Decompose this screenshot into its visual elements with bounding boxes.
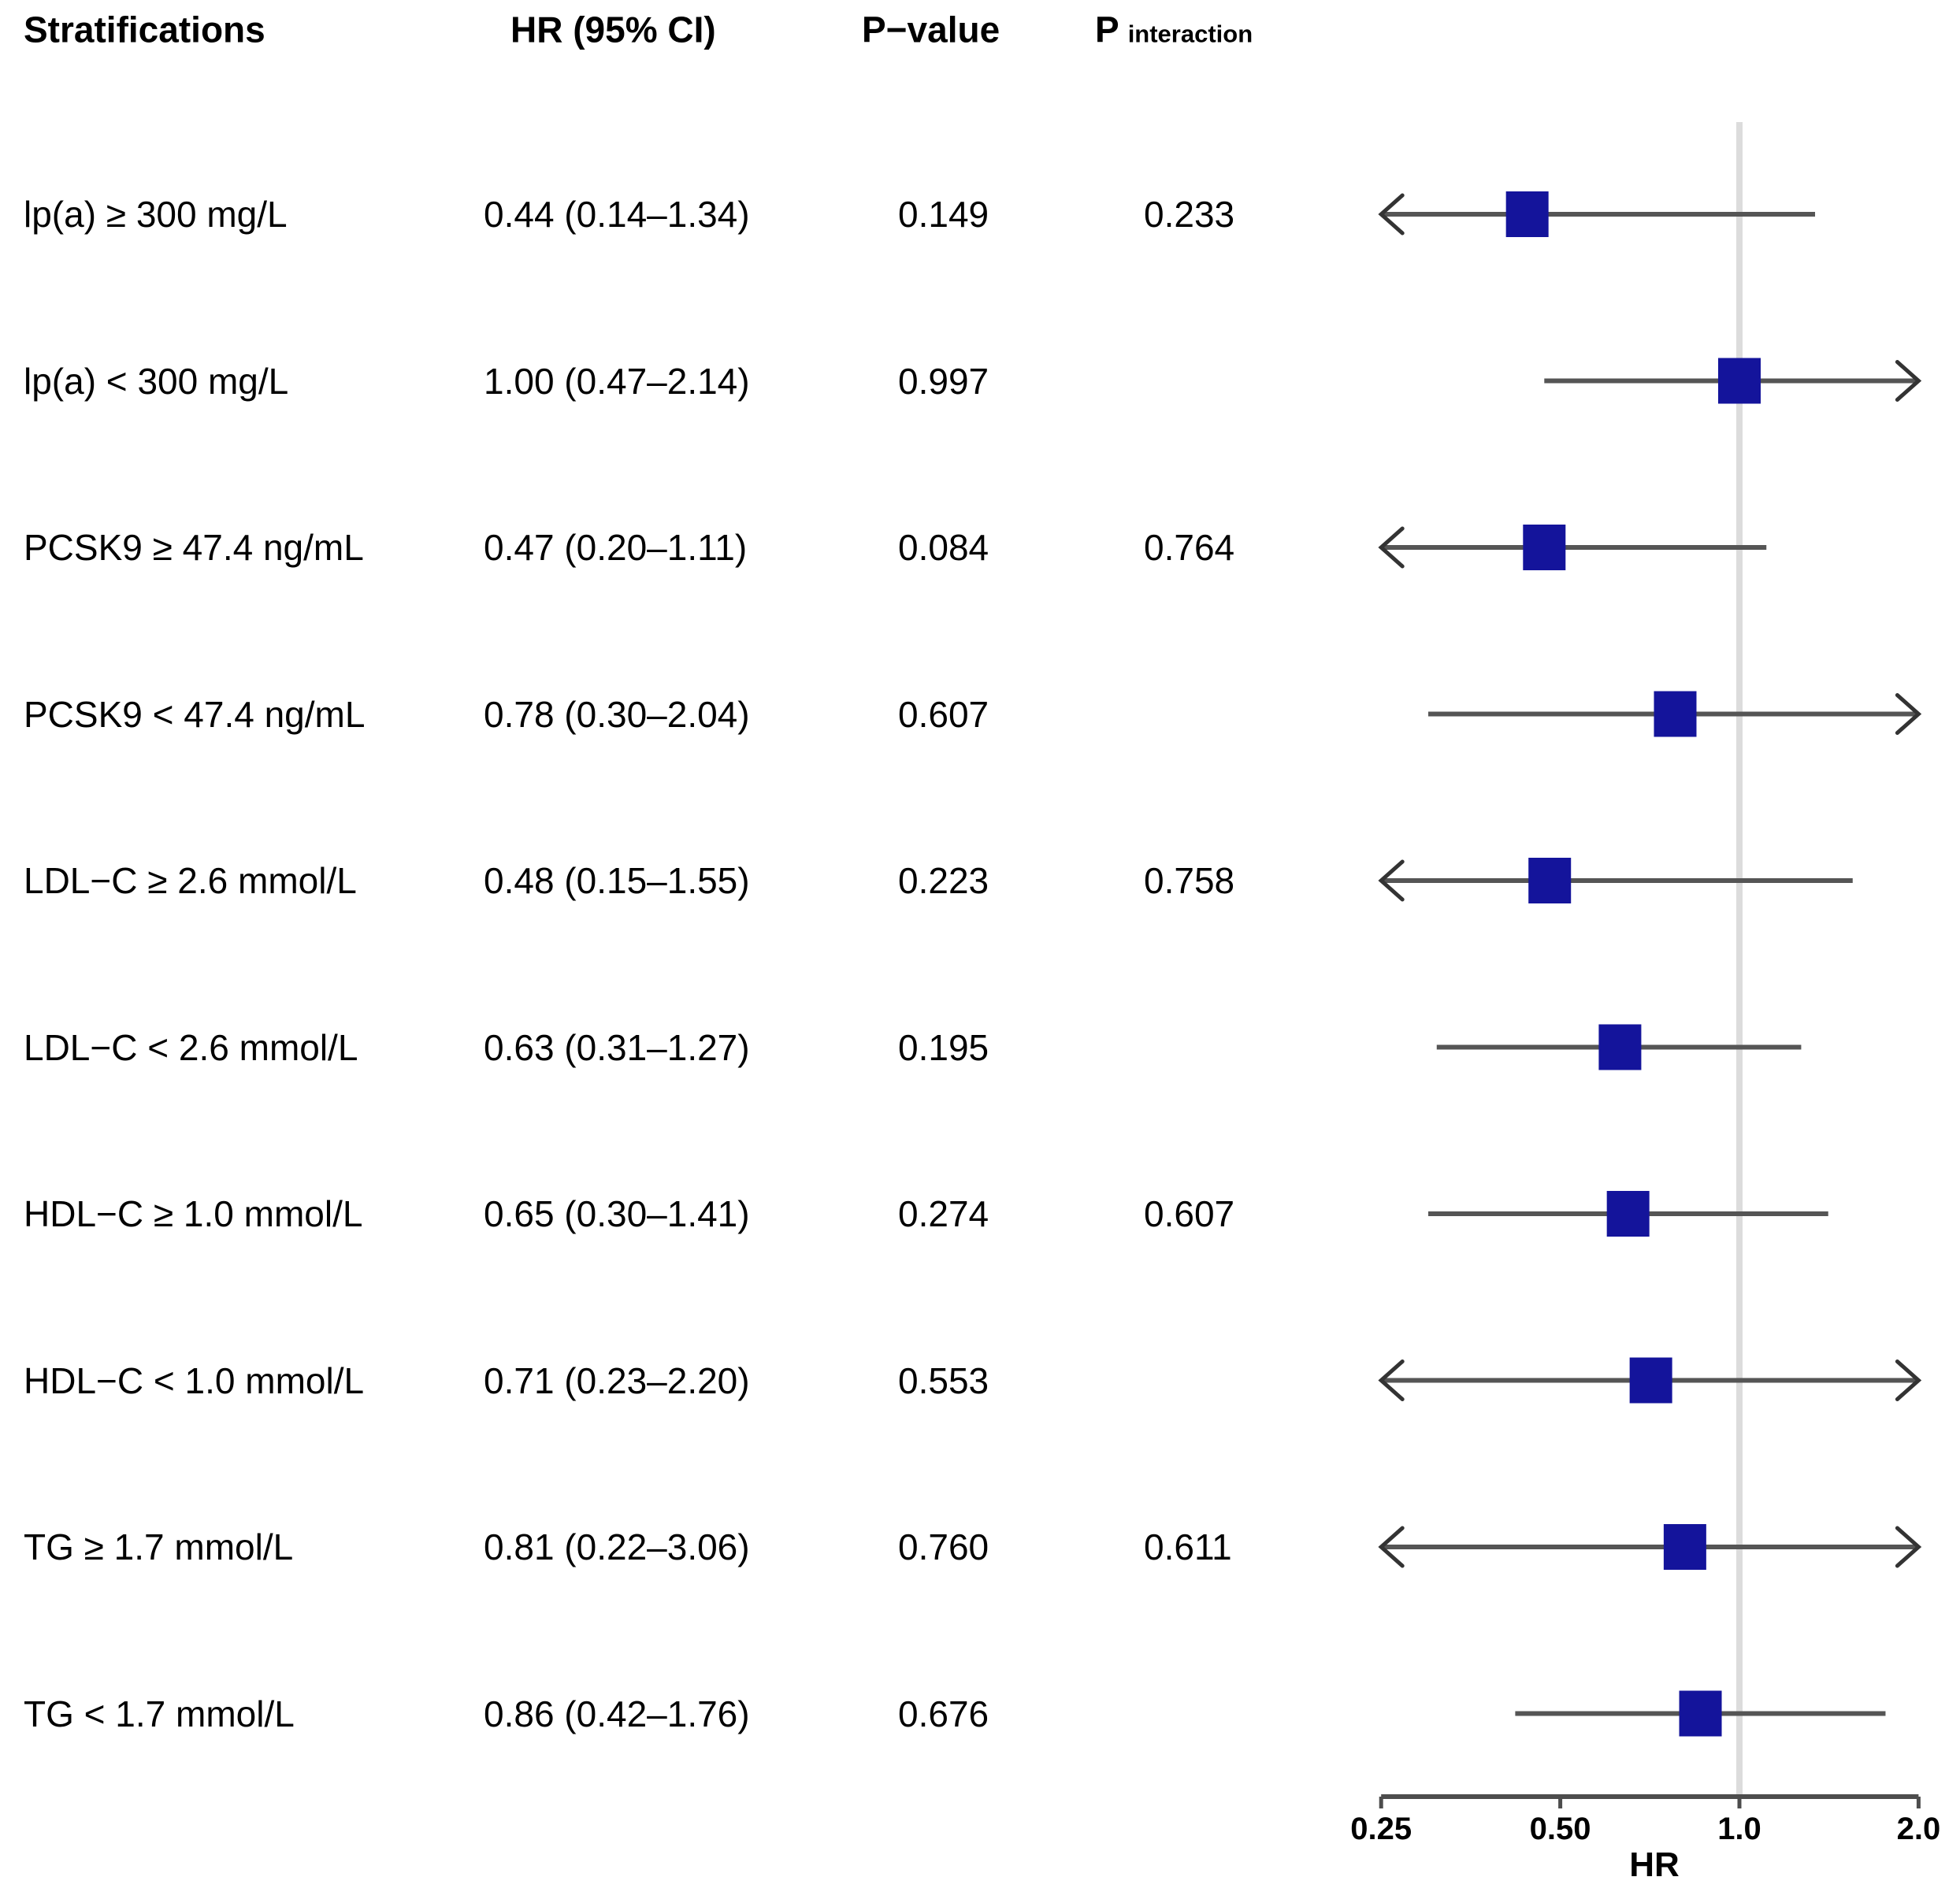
row-label: PCSK9 ≥ 47.4 ng/mL (24, 527, 364, 568)
row-p-value: 0.084 (898, 527, 989, 568)
row-hr-ci: 0.86 (0.42–1.76) (484, 1693, 750, 1734)
hr-marker (1654, 691, 1697, 737)
row-p-value: 0.274 (898, 1193, 989, 1234)
row-p-interaction: 0.607 (1144, 1193, 1235, 1234)
row-p-value: 0.997 (898, 360, 989, 402)
col-header-stratifications: Stratifications (24, 9, 265, 50)
axis-tick-label: 0.50 (1530, 1812, 1591, 1846)
ci-group (1378, 525, 1767, 570)
hr-marker (1528, 858, 1572, 903)
row-label: HDL−C ≥ 1.0 mmol/L (24, 1193, 363, 1234)
ci-group (1428, 691, 1922, 737)
hr-axis: 0.25 0.50 1.0 2.0 HR (1350, 1794, 1941, 1884)
row-label: lp(a) < 300 mg/L (24, 360, 289, 402)
ci-group (1436, 1024, 1802, 1070)
row-p-value: 0.676 (898, 1693, 989, 1734)
hr-marker (1663, 1524, 1706, 1570)
row-p-value: 0.149 (898, 194, 989, 235)
row-label: TG < 1.7 mmol/L (24, 1693, 295, 1734)
row-p-interaction: 0.758 (1144, 860, 1235, 901)
col-header-p-value: P−value (862, 9, 1000, 50)
row-p-interaction: 0.764 (1144, 527, 1235, 568)
hr-marker (1606, 1191, 1650, 1237)
row-p-value: 0.553 (898, 1359, 989, 1401)
arrow-right-icon (1895, 1359, 1922, 1401)
row-hr-ci: 0.65 (0.30–1.41) (484, 1193, 750, 1234)
row-hr-ci: 0.44 (0.14–1.34) (484, 194, 750, 235)
arrow-right-icon (1895, 360, 1922, 402)
row-p-interaction: 0.233 (1144, 194, 1235, 235)
p-interaction-sub-label: interaction (1127, 20, 1253, 48)
hr-marker (1718, 358, 1761, 404)
arrow-left-icon (1378, 1359, 1405, 1401)
ci-group (1378, 858, 1853, 903)
ci-group (1428, 1191, 1828, 1237)
row-label: TG ≥ 1.7 mmol/L (24, 1526, 294, 1567)
row-label: LDL−C < 2.6 mmol/L (24, 1026, 358, 1068)
arrow-right-icon (1895, 693, 1922, 735)
ci-group (1378, 1524, 1922, 1570)
arrow-left-icon (1378, 1526, 1405, 1568)
ci-group (1378, 1357, 1922, 1404)
axis-tick-label: 0.25 (1350, 1812, 1412, 1846)
p-interaction-main-label: P (1095, 9, 1119, 50)
row-hr-ci: 0.47 (0.20–1.11) (484, 527, 748, 568)
ci-group (1515, 1690, 1886, 1737)
hr-marker (1505, 191, 1549, 237)
axis-tick-label: 2.0 (1897, 1812, 1941, 1846)
row-hr-ci: 0.81 (0.22–3.06) (484, 1526, 750, 1567)
ci-group (1378, 191, 1816, 237)
hr-marker (1598, 1024, 1642, 1070)
hr-marker (1523, 525, 1566, 570)
arrow-left-icon (1378, 193, 1405, 236)
row-hr-ci: 1.00 (0.47–2.14) (484, 360, 750, 402)
hr-marker (1679, 1690, 1722, 1737)
row-hr-ci: 0.71 (0.23–2.20) (484, 1359, 750, 1401)
row-hr-ci: 0.48 (0.15–1.55) (484, 860, 750, 901)
row-label: PCSK9 < 47.4 ng/mL (24, 693, 366, 735)
row-hr-ci: 0.63 (0.31–1.27) (484, 1026, 750, 1068)
row-p-value: 0.607 (898, 693, 989, 735)
row-p-value: 0.760 (898, 1526, 989, 1567)
row-label: lp(a) ≥ 300 mg/L (24, 194, 288, 235)
row-p-interaction: 0.611 (1144, 1526, 1232, 1567)
arrow-left-icon (1378, 859, 1405, 902)
row-label: HDL−C < 1.0 mmol/L (24, 1359, 365, 1401)
ci-group (1544, 358, 1922, 404)
row-hr-ci: 0.78 (0.30–2.04) (484, 693, 750, 735)
arrow-right-icon (1895, 1526, 1922, 1568)
row-p-value: 0.223 (898, 860, 989, 901)
arrow-left-icon (1378, 526, 1405, 569)
row-label: LDL−C ≥ 2.6 mmol/L (24, 860, 357, 901)
col-header-hr-ci: HR (95% CI) (510, 9, 716, 50)
axis-label-hr: HR (1629, 1845, 1680, 1884)
hr-marker (1629, 1357, 1672, 1404)
row-p-value: 0.195 (898, 1026, 989, 1068)
axis-tick-label: 1.0 (1717, 1812, 1761, 1846)
